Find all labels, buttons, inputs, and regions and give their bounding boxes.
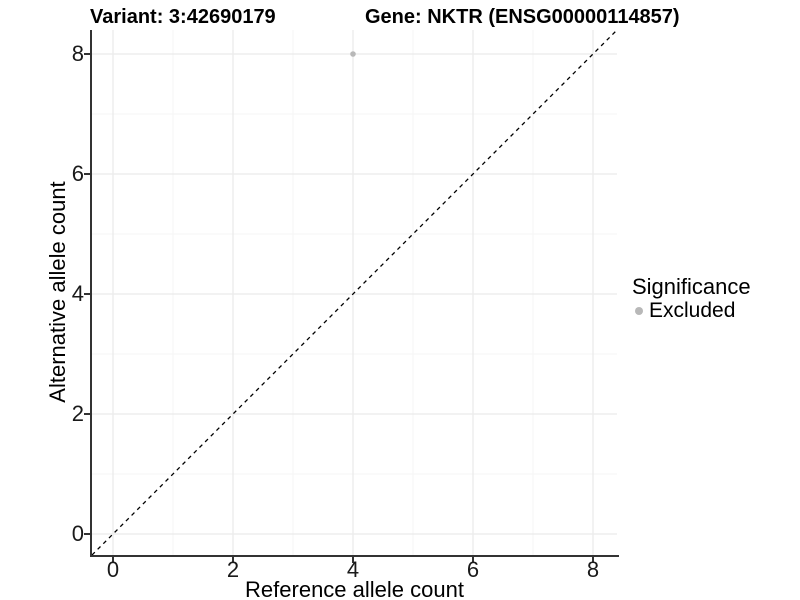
y-tick-label: 8 xyxy=(71,41,84,66)
x-tick-mark xyxy=(352,557,354,563)
x-tick-mark xyxy=(112,557,114,563)
x-tick-label: 2 xyxy=(226,557,240,582)
y-tick-label: 0 xyxy=(71,521,84,546)
y-tick-label: 4 xyxy=(71,281,84,306)
x-axis-line xyxy=(90,555,619,557)
x-tick-label: 6 xyxy=(466,557,480,582)
y-tick-mark xyxy=(84,293,90,295)
legend-title: Significance xyxy=(632,274,751,299)
identity-dashed-line xyxy=(92,30,617,555)
y-axis-line xyxy=(90,30,92,557)
data-point xyxy=(350,51,356,57)
y-tick-label: 2 xyxy=(71,401,84,426)
y-tick-mark xyxy=(84,173,90,175)
x-tick-label: 8 xyxy=(586,557,600,582)
x-axis-title: Reference allele count xyxy=(245,577,464,600)
y-axis-title: Alternative allele count xyxy=(45,181,70,403)
y-tick-label: 6 xyxy=(71,161,84,186)
plot-panel xyxy=(92,30,617,555)
x-tick-mark xyxy=(472,557,474,563)
plot-title-gene: Gene: NKTR (ENSG00000114857) xyxy=(365,6,680,28)
y-tick-mark xyxy=(84,533,90,535)
x-tick-mark xyxy=(232,557,234,563)
y-tick-mark xyxy=(84,53,90,55)
legend-key-dot-icon xyxy=(635,307,643,315)
x-tick-mark xyxy=(592,557,594,563)
plot-title-variant: Variant: 3:42690179 xyxy=(90,6,276,28)
legend: Significance Excluded xyxy=(632,275,751,323)
x-tick-label: 0 xyxy=(106,557,120,582)
x-tick-label: 4 xyxy=(346,557,360,582)
legend-entry: Excluded xyxy=(632,299,751,323)
legend-entry-label: Excluded xyxy=(649,299,736,322)
y-tick-mark xyxy=(84,413,90,415)
legend-entries: Excluded xyxy=(632,299,751,323)
